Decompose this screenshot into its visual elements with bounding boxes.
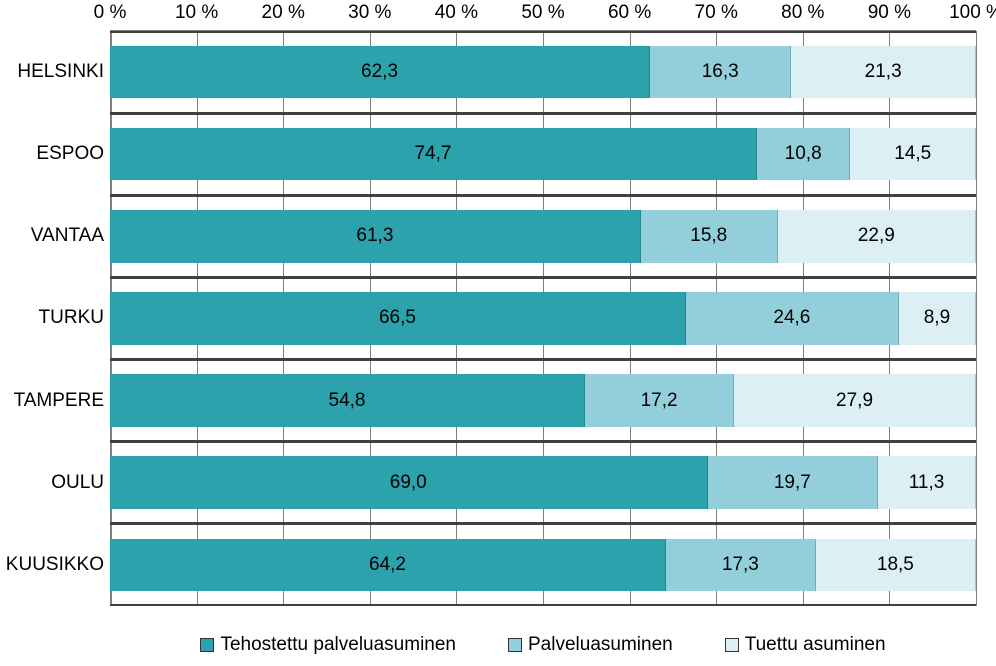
category-label: ESPOO [36, 143, 110, 165]
bar-track: 66,524,68,9 [110, 292, 976, 345]
x-tick-label: 10 % [175, 2, 218, 24]
bar-segment-palvelu: 15,8 [641, 210, 778, 263]
bar-row: VANTAA61,315,822,9 [110, 195, 976, 277]
category-label: TURKU [39, 307, 110, 329]
x-tick-label: 100 % [949, 2, 996, 24]
legend-item: Palveluasuminen [508, 634, 673, 656]
x-tick-label: 90 % [868, 2, 911, 24]
bar-segment-palvelu: 17,3 [666, 539, 816, 592]
bar-segment-tehostettu: 74,7 [110, 128, 757, 181]
x-tick-label: 70 % [695, 2, 738, 24]
stacked-bar-chart: 0 % 10 % 20 % 30 % 40 % 50 % 60 % 70 % 80 % 90 % 1… [0, 0, 996, 666]
bar-segment-tuettu: 18,5 [816, 539, 976, 592]
bar-segment-palvelu: 10,8 [757, 128, 851, 181]
legend-swatch [725, 638, 739, 652]
category-label: VANTAA [31, 225, 110, 247]
bar-segment-palvelu: 17,2 [585, 374, 734, 427]
bar-segment-tuettu: 14,5 [850, 128, 976, 181]
category-label: HELSINKI [17, 61, 110, 83]
bar-track: 69,019,711,3 [110, 456, 976, 509]
legend-item: Tuettu asuminen [725, 634, 886, 656]
grid-line [976, 31, 977, 606]
plot-area: HELSINKI62,316,321,3ESPOO74,710,814,5VAN… [110, 30, 976, 606]
row-border [110, 604, 976, 606]
bar-segment-tuettu: 8,9 [899, 292, 976, 345]
category-label: KUUSIKKO [6, 554, 110, 576]
bar-track: 61,315,822,9 [110, 210, 976, 263]
legend-label: Tehostettu palveluasuminen [220, 634, 456, 656]
bar-segment-tuettu: 11,3 [878, 456, 976, 509]
bar-segment-tehostettu: 62,3 [110, 46, 650, 99]
x-tick-label: 40 % [435, 2, 478, 24]
category-label: TAMPERE [14, 390, 110, 412]
legend-swatch [508, 638, 522, 652]
bar-track: 62,316,321,3 [110, 46, 976, 99]
bar-segment-tuettu: 22,9 [778, 210, 976, 263]
bar-segment-palvelu: 19,7 [708, 456, 879, 509]
row-border [110, 113, 976, 115]
x-tick-label: 0 % [94, 2, 127, 24]
x-tick-label: 80 % [781, 2, 824, 24]
x-tick-label: 50 % [521, 2, 564, 24]
x-tick-label: 30 % [348, 2, 391, 24]
row-border [110, 195, 976, 197]
row-border [110, 524, 976, 526]
row-border [110, 360, 976, 362]
bar-row: TURKU66,524,68,9 [110, 277, 976, 359]
x-tick-label: 20 % [262, 2, 305, 24]
bar-row: OULU69,019,711,3 [110, 442, 976, 524]
bar-row: KUUSIKKO64,217,318,5 [110, 524, 976, 606]
bar-segment-tuettu: 21,3 [791, 46, 976, 99]
legend: Tehostettu palveluasuminen Palveluasumine… [110, 634, 976, 656]
bar-segment-tuettu: 27,9 [734, 374, 976, 427]
bar-segment-tehostettu: 69,0 [110, 456, 708, 509]
bar-segment-tehostettu: 64,2 [110, 539, 666, 592]
bar-track: 74,710,814,5 [110, 128, 976, 181]
bar-row: ESPOO74,710,814,5 [110, 113, 976, 195]
legend-label: Tuettu asuminen [745, 634, 886, 656]
row-border [110, 442, 976, 444]
x-tick-label: 60 % [608, 2, 651, 24]
bar-segment-tehostettu: 61,3 [110, 210, 641, 263]
bar-segment-palvelu: 24,6 [686, 292, 899, 345]
bar-segment-palvelu: 16,3 [650, 46, 791, 99]
x-axis-labels: 0 % 10 % 20 % 30 % 40 % 50 % 60 % 70 % 80 % 90 % 1… [0, 2, 996, 32]
bar-track: 64,217,318,5 [110, 539, 976, 592]
bar-row: TAMPERE54,817,227,9 [110, 360, 976, 442]
bar-row: HELSINKI62,316,321,3 [110, 31, 976, 113]
bar-track: 54,817,227,9 [110, 374, 976, 427]
row-border [110, 31, 976, 33]
bar-segment-tehostettu: 66,5 [110, 292, 686, 345]
legend-item: Tehostettu palveluasuminen [200, 634, 456, 656]
row-border [110, 277, 976, 279]
legend-label: Palveluasuminen [528, 634, 673, 656]
bar-segment-tehostettu: 54,8 [110, 374, 585, 427]
category-label: OULU [51, 472, 110, 494]
legend-swatch [200, 638, 214, 652]
